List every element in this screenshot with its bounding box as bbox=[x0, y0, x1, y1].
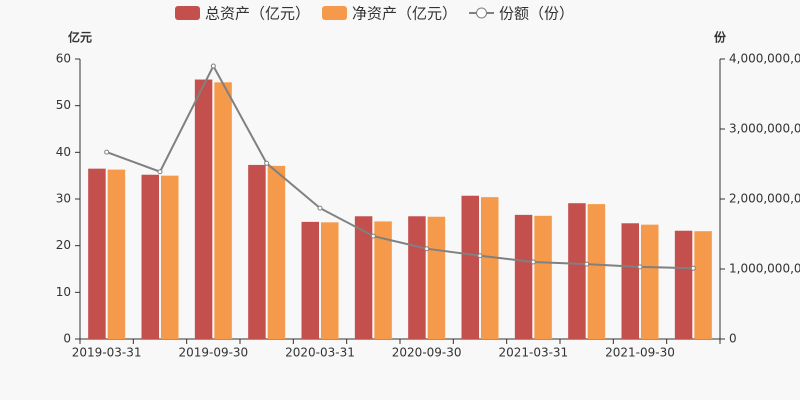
bar bbox=[694, 231, 712, 339]
bar bbox=[374, 221, 392, 339]
bar bbox=[301, 221, 319, 339]
x-tick-label: 2019-09-30 bbox=[178, 346, 248, 360]
legend-label: 份额（份） bbox=[499, 5, 574, 23]
bar bbox=[141, 174, 159, 339]
line-point bbox=[264, 160, 270, 166]
x-tick-label: 2021-03-31 bbox=[498, 346, 568, 360]
bar bbox=[621, 223, 639, 339]
legend-label: 总资产（亿元） bbox=[205, 5, 310, 23]
line-point bbox=[157, 169, 163, 175]
x-tick-label: 2020-03-31 bbox=[285, 346, 355, 360]
bar bbox=[161, 175, 179, 339]
x-tick-label: 2021-09-30 bbox=[605, 346, 675, 360]
line-point bbox=[210, 63, 216, 69]
legend-swatch bbox=[476, 7, 488, 19]
line bbox=[106, 63, 694, 270]
bar bbox=[321, 222, 339, 339]
legend-swatch bbox=[175, 6, 200, 20]
line-point bbox=[317, 205, 323, 211]
y-tick-label: 0 bbox=[63, 332, 71, 346]
bar bbox=[107, 169, 126, 339]
bar bbox=[587, 204, 606, 339]
y-tick-label: 60 bbox=[56, 52, 71, 66]
y2-tick-label: 3,000,000,000 bbox=[729, 122, 800, 136]
line-point bbox=[584, 261, 590, 267]
y2-tick-label: 2,000,000,000 bbox=[729, 192, 800, 206]
bar bbox=[514, 214, 533, 339]
line-point bbox=[424, 246, 430, 252]
line-point bbox=[370, 233, 376, 239]
bar bbox=[194, 79, 213, 340]
y-tick-label: 20 bbox=[56, 238, 71, 252]
legend-swatch bbox=[322, 6, 348, 20]
y-tick-label: 30 bbox=[56, 192, 71, 206]
bar bbox=[481, 197, 499, 339]
line-point bbox=[530, 259, 536, 265]
line-point bbox=[690, 265, 696, 271]
x-tick-label: 2020-09-30 bbox=[392, 346, 462, 360]
x-tick-label: 2019-03-31 bbox=[72, 346, 142, 360]
bar bbox=[534, 215, 552, 339]
y-tick-label: 50 bbox=[56, 98, 71, 112]
line-point bbox=[104, 149, 110, 155]
bar bbox=[354, 216, 373, 339]
bar bbox=[267, 165, 286, 339]
legend-label: 净资产（亿元） bbox=[352, 5, 457, 23]
y2-tick-label: 4,000,000,000 bbox=[729, 52, 800, 66]
bar bbox=[461, 195, 479, 339]
line-point bbox=[477, 253, 483, 259]
line-point bbox=[637, 264, 643, 270]
bar bbox=[214, 82, 232, 339]
y-axis-title: 亿元 bbox=[68, 30, 92, 45]
bar bbox=[641, 224, 659, 339]
y2-tick-label: 0 bbox=[729, 332, 737, 346]
y-tick-label: 40 bbox=[56, 145, 71, 159]
y2-axis-title: 份 bbox=[714, 30, 727, 45]
bar bbox=[568, 203, 586, 339]
bar bbox=[408, 216, 426, 339]
bar bbox=[248, 164, 266, 339]
y2-tick-label: 1,000,000,000 bbox=[729, 262, 800, 276]
bar bbox=[88, 168, 106, 339]
bar bbox=[427, 216, 446, 339]
bar bbox=[674, 230, 693, 339]
y-tick-label: 10 bbox=[56, 285, 71, 299]
